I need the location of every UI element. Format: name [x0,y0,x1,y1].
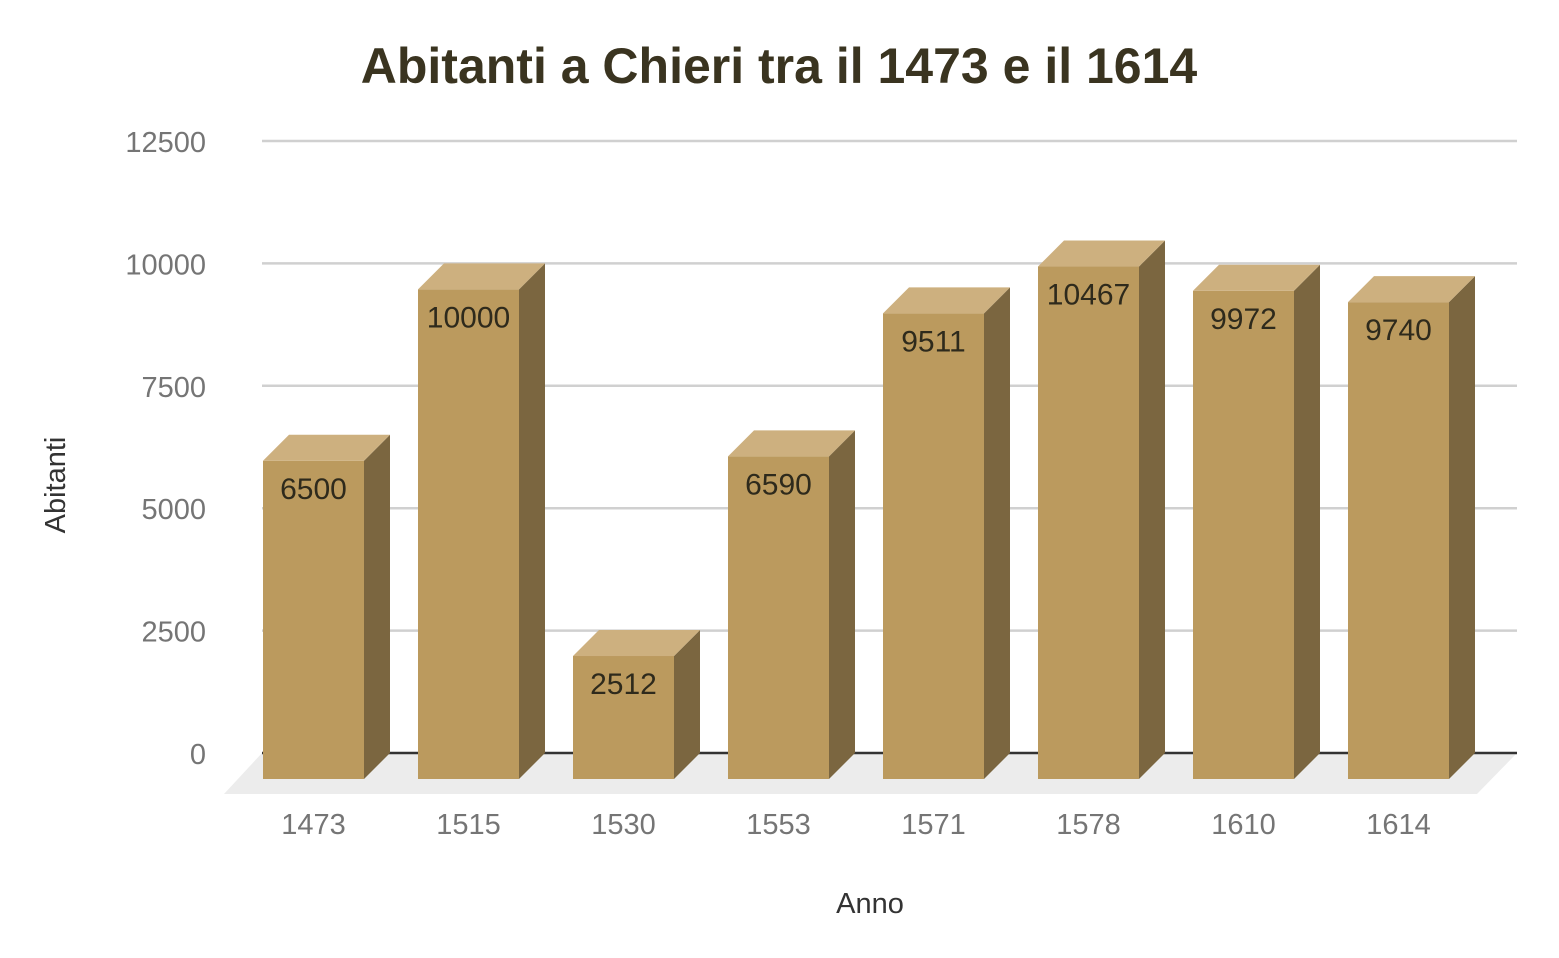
bar-side [984,287,1010,779]
y-tick-label: 2500 [141,617,206,649]
bar-top [573,630,700,657]
chart-floor [224,753,1517,794]
bar-front [1193,290,1294,779]
y-tick-label: 12500 [125,127,206,159]
bar-top [728,430,855,457]
x-tick-label: 1614 [1366,809,1431,841]
data-label: 9740 [1365,314,1432,347]
bar-1614 [1348,276,1475,779]
bar-top [1348,276,1475,303]
bar-side [829,430,855,779]
bar-front [1038,266,1139,780]
data-label: 2512 [590,668,657,701]
bar-1515 [418,263,545,779]
x-tick-label: 1571 [901,809,966,841]
data-label: 9511 [901,325,966,358]
bar-top [883,287,1010,314]
data-labels: 6500 10000 2512 6590 9511 10467 9972 9740 [280,279,1432,701]
bar-1473 [263,434,390,779]
y-tick-label: 0 [190,739,206,771]
bar-1571 [883,287,1010,779]
bar-front [883,313,984,779]
bar-1578 [1038,240,1165,780]
y-axis-title: Abitanti [40,437,72,534]
data-label: 6590 [745,468,812,501]
bar-side [519,263,545,779]
bar-top [1193,264,1320,291]
x-axis-title: Anno [836,888,904,920]
bar-side [1294,264,1320,779]
bars [263,240,1475,780]
data-label: 6500 [280,473,347,506]
data-label: 10467 [1047,279,1130,312]
bar-side [364,434,390,779]
x-axis-ticks: 1473 1515 1530 1553 1571 1578 1610 1614 [281,809,1431,841]
floor-layer [224,753,1517,794]
x-tick-label: 1515 [436,809,501,841]
x-tick-label: 1473 [281,809,346,841]
bar-front [573,656,674,779]
bar-front [263,460,364,779]
y-tick-label: 7500 [141,372,206,404]
bar-side [1139,240,1165,780]
x-tick-label: 1553 [746,809,811,841]
data-label: 9972 [1210,303,1277,336]
bar-front [418,289,519,779]
y-axis-ticks: 0 2500 5000 7500 10000 12500 [125,127,206,771]
bar-front [1348,302,1449,779]
bar-top [1038,240,1165,267]
bar-top [418,263,545,290]
x-tick-label: 1530 [591,809,656,841]
bar-1610 [1193,264,1320,779]
x-tick-label: 1578 [1056,809,1121,841]
x-tick-label: 1610 [1211,809,1276,841]
data-label: 10000 [427,301,510,334]
y-tick-label: 10000 [125,249,206,281]
bar-front [728,456,829,779]
bar-1530 [573,630,700,779]
bar-side [674,630,700,779]
y-tick-label: 5000 [141,494,206,526]
chart-title: Abitanti a Chieri tra il 1473 e il 1614 [361,38,1198,94]
bar-side [1449,276,1475,779]
bar-top [263,434,390,461]
bar-1553 [728,430,855,779]
